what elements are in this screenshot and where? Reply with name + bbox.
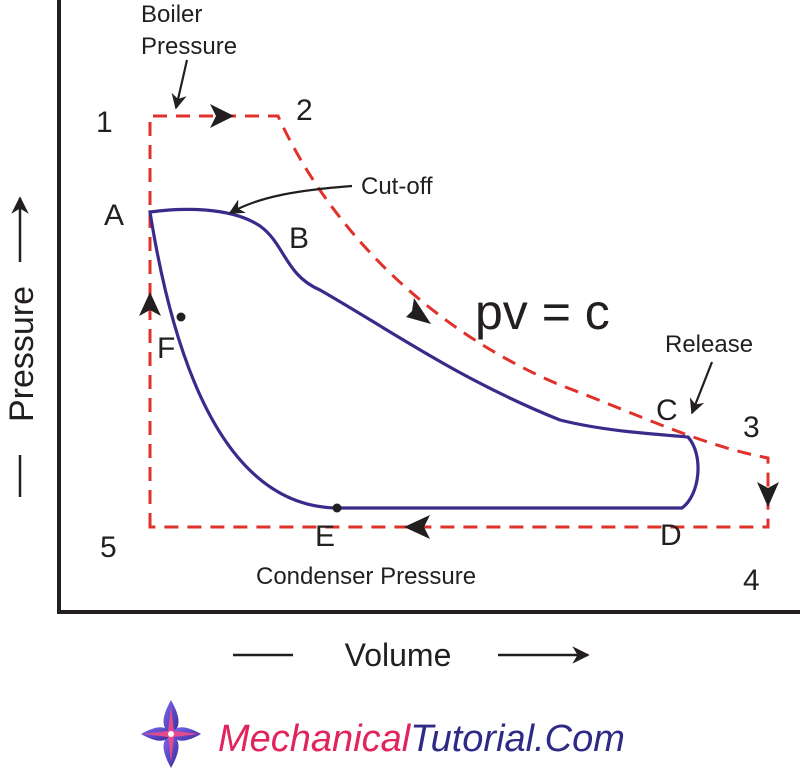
point-3-label: 3 — [743, 411, 760, 444]
cut-off-label: Cut-off — [361, 173, 433, 200]
point-2-label: 2 — [296, 94, 313, 127]
point-f-label: F — [157, 332, 175, 365]
point-d-label: D — [660, 519, 682, 552]
point-4-label: 4 — [743, 564, 760, 597]
point-b-label: B — [289, 222, 309, 255]
point-e-marker — [332, 503, 342, 513]
point-a-label: A — [104, 199, 124, 232]
equation-label: pv = c — [475, 284, 610, 340]
point-e-label: E — [315, 520, 335, 553]
condenser-pressure-label: Condenser Pressure — [256, 563, 476, 590]
brand-text: MechanicalTutorial.Com — [218, 718, 625, 760]
arrow-5-1-icon — [139, 292, 161, 316]
flower-star-icon — [141, 700, 201, 768]
arrow-condenser-icon — [404, 515, 430, 539]
point-c-label: C — [656, 394, 678, 427]
release-arrow — [689, 361, 714, 415]
boiler-pressure-label-2: Pressure — [141, 33, 237, 60]
boiler-pressure-arrow — [171, 59, 189, 110]
ideal-cycle-path — [148, 114, 770, 529]
arrow-3-4-icon — [757, 482, 779, 507]
y-axis-label: Pressure — [3, 286, 41, 422]
brand-part-1: Mechanical — [218, 718, 412, 760]
y-axis-label-group: Pressure — [3, 196, 41, 497]
point-f-marker — [176, 312, 186, 322]
x-axis-label: Volume — [345, 637, 452, 673]
arrow-expansion-icon — [406, 298, 431, 324]
cut-off-arrow — [228, 184, 353, 214]
point-1-label: 1 — [96, 106, 113, 139]
release-label: Release — [665, 331, 753, 358]
actual-cycle-path — [148, 207, 700, 510]
point-5-label: 5 — [100, 531, 117, 564]
brand-part-2: Tutorial.Com — [410, 718, 625, 760]
x-axis-label-group: Volume — [233, 637, 590, 673]
boiler-pressure-label-1: Boiler — [141, 1, 202, 28]
arrow-1-2-icon — [210, 104, 234, 128]
